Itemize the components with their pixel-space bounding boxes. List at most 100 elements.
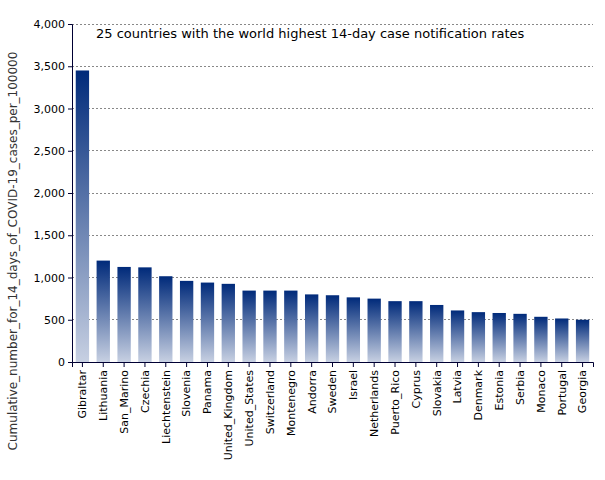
tick-mark (290, 362, 291, 367)
tick: Sweden (326, 362, 339, 413)
tick-label: Sweden (326, 370, 339, 413)
tick-mark (561, 362, 562, 367)
bar (138, 267, 151, 362)
tick-mark (415, 362, 416, 367)
y-axis: 05001,0001,5002,0002,5003,0003,5004,000 (34, 18, 73, 369)
tick: United_States (243, 362, 256, 447)
axis-line (73, 363, 594, 368)
tick-mark (207, 362, 208, 367)
tick-mark (68, 362, 72, 363)
tick: Israel (347, 362, 360, 400)
tick: 4,000 (34, 18, 73, 31)
tick-mark (68, 24, 72, 25)
tick-label: Monaco (535, 370, 548, 413)
tick: San_Marino (118, 362, 131, 434)
tick-label: Switzerland (264, 370, 277, 434)
tick-mark (520, 362, 521, 367)
bar (242, 291, 255, 362)
bar (201, 283, 214, 362)
tick-label: 2,000 (34, 187, 66, 200)
grid (72, 24, 593, 362)
bar (159, 276, 172, 362)
bar (263, 291, 276, 362)
bar (97, 261, 110, 362)
grid-line (72, 150, 593, 151)
tick-label: Andorra (306, 370, 319, 414)
tick: Czechia (139, 362, 152, 413)
tick-label: Slovenia (180, 370, 193, 417)
tick-label: Serbia (514, 370, 527, 405)
tick-label: Latvia (451, 370, 464, 404)
tick-mark (540, 362, 541, 367)
tick-label: Denmark (472, 369, 485, 420)
bar (368, 299, 381, 362)
tick-mark (165, 362, 166, 367)
tick: 2,500 (34, 145, 73, 158)
tick: 1,000 (34, 272, 73, 285)
tick: Serbia (514, 362, 527, 405)
tick: Puerto_Rico (389, 362, 402, 435)
bar (326, 295, 339, 362)
tick-label: 1,500 (34, 229, 66, 242)
tick-mark (186, 362, 187, 367)
tick-label: Israel (347, 370, 360, 400)
tick-mark (68, 151, 72, 152)
chart: 05001,0001,5002,0002,5003,0003,5004,000G… (0, 0, 605, 480)
tick-label: United_Kingdom (222, 370, 235, 460)
x-axis: GibraltarLithuaniaSan_MarinoCzechiaLiech… (73, 362, 594, 460)
tick-label: San_Marino (118, 370, 131, 434)
tick-mark (144, 362, 145, 367)
tick: Andorra (306, 362, 319, 414)
bar (409, 301, 422, 362)
grid-line (72, 193, 593, 194)
tick-mark (395, 362, 396, 367)
tick-mark (478, 362, 479, 367)
tick-mark (68, 278, 72, 279)
tick-label: Slovakia (431, 370, 444, 416)
grid-line (72, 235, 593, 236)
tick-mark (436, 362, 437, 367)
tick: 2,000 (34, 187, 73, 200)
bar (576, 320, 589, 362)
tick: 3,500 (34, 60, 73, 73)
tick-label: Liechtenstein (160, 370, 173, 444)
tick: Denmark (472, 362, 485, 421)
tick-label: Montenegro (285, 370, 298, 436)
bars (76, 70, 589, 362)
tick-mark (457, 362, 458, 367)
grid-line (72, 24, 593, 25)
tick: 0 (58, 356, 72, 369)
tick-mark (68, 193, 72, 194)
bar (76, 70, 89, 362)
tick-label: 3,000 (34, 103, 66, 116)
tick-label: Panama (201, 370, 214, 414)
y-axis-title: Cumulative_number_for_14_days_of_COVID-1… (6, 52, 20, 451)
bar (305, 294, 318, 362)
tick: Estonia (493, 362, 506, 411)
tick: Montenegro (285, 362, 298, 436)
tick-mark (582, 362, 583, 367)
bar (472, 312, 485, 362)
tick-mark (269, 362, 270, 367)
tick-mark (374, 362, 375, 367)
tick-label: Georgia (576, 370, 589, 413)
title: 25 countries with the world highest 14-d… (96, 26, 525, 41)
tick-label: 4,000 (34, 18, 66, 31)
bar (388, 301, 401, 362)
tick: Panama (201, 362, 214, 414)
tick-label: Netherlands (368, 370, 381, 437)
bar (493, 313, 506, 362)
tick-mark (499, 362, 500, 367)
tick-label: 3,500 (34, 60, 66, 73)
tick-mark (249, 362, 250, 367)
bar (534, 317, 547, 362)
tick: Portugal (556, 362, 569, 416)
tick: 3,000 (34, 103, 73, 116)
tick-mark (68, 235, 72, 236)
tick-mark (68, 109, 72, 110)
tick-mark (332, 362, 333, 367)
tick: Gibraltar (76, 362, 89, 418)
tick: 1,500 (34, 229, 73, 242)
tick: Monaco (535, 362, 548, 413)
tick-mark (124, 362, 125, 367)
